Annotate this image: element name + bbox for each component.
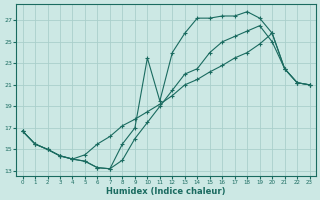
X-axis label: Humidex (Indice chaleur): Humidex (Indice chaleur) xyxy=(106,187,226,196)
